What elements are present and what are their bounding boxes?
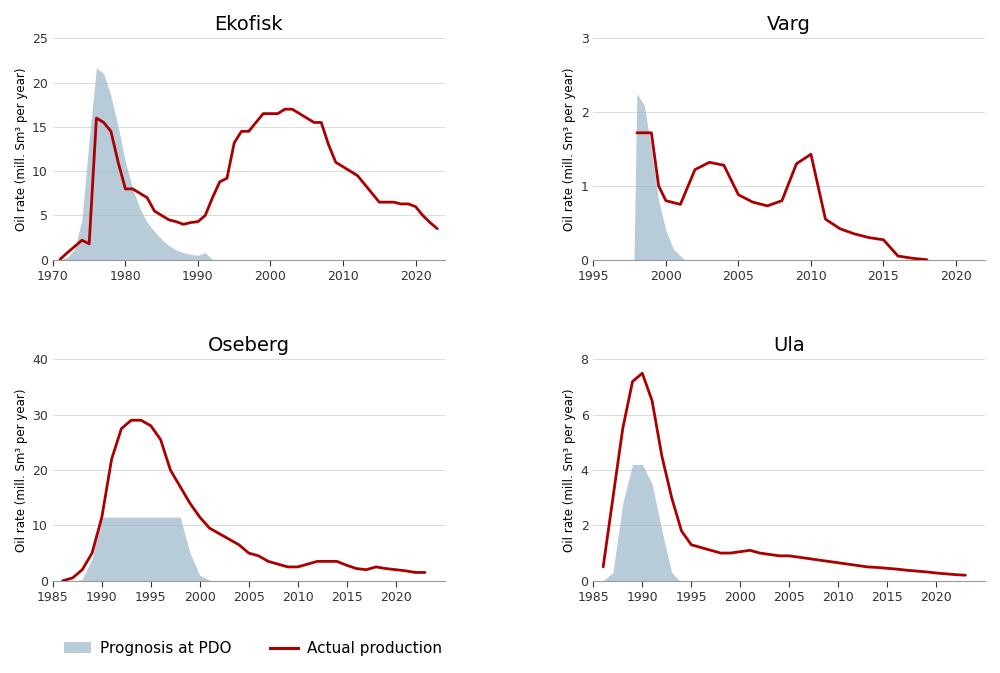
Title: Ula: Ula (773, 336, 805, 355)
Y-axis label: Oil rate (mill. Sm³ per year): Oil rate (mill. Sm³ per year) (15, 67, 28, 231)
Y-axis label: Oil rate (mill. Sm³ per year): Oil rate (mill. Sm³ per year) (563, 388, 576, 552)
Title: Oseberg: Oseberg (208, 336, 290, 355)
Y-axis label: Oil rate (mill. Sm³ per year): Oil rate (mill. Sm³ per year) (563, 67, 576, 231)
Legend: Prognosis at PDO, Actual production: Prognosis at PDO, Actual production (58, 635, 448, 662)
Title: Varg: Varg (767, 15, 811, 34)
Title: Ekofisk: Ekofisk (214, 15, 283, 34)
Y-axis label: Oil rate (mill. Sm³ per year): Oil rate (mill. Sm³ per year) (15, 388, 28, 552)
